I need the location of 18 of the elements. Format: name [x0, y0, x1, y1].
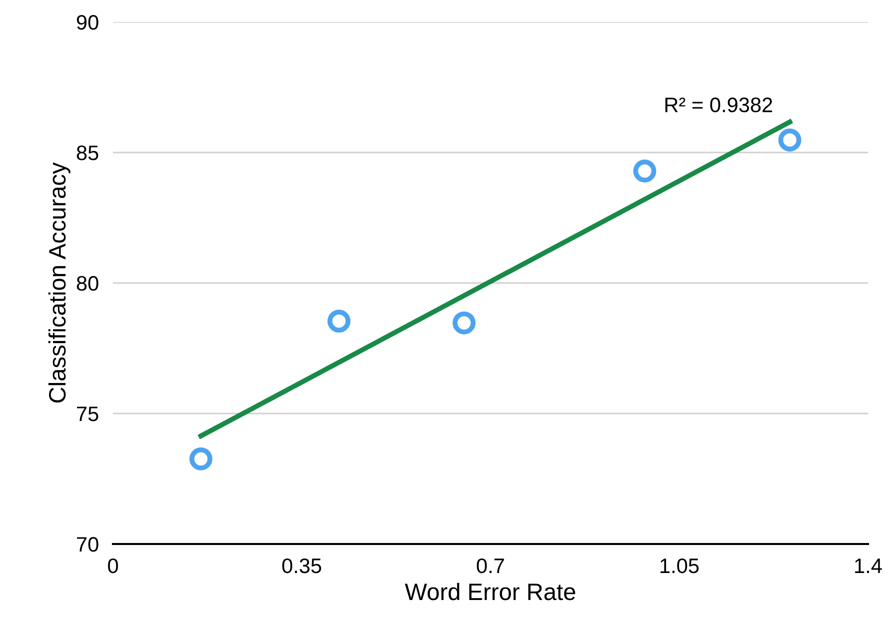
point — [327, 310, 350, 333]
y-tick-label: 85 — [76, 146, 98, 160]
x-tick-label: 1.4 — [855, 558, 882, 573]
x-tick-label: 1.05 — [660, 558, 699, 574]
y-tick-label: 90 — [76, 15, 98, 30]
point — [778, 128, 802, 152]
x-axis-title: Word Error Rate — [404, 582, 576, 600]
point — [633, 160, 656, 183]
annotation: R² = 0.9382 — [665, 98, 772, 112]
x-tick-label: 0 — [108, 558, 118, 574]
x-tick-label: 0.35 — [282, 558, 322, 574]
y-axis-title: Classification Accuracy — [48, 162, 70, 403]
y-tick-label: 70 — [77, 537, 98, 552]
point — [189, 447, 212, 470]
y-tick-label: 80 — [76, 276, 98, 291]
point — [452, 311, 476, 334]
y-tick-label: 75 — [77, 406, 98, 422]
x-tick-label: 0.7 — [476, 558, 504, 574]
